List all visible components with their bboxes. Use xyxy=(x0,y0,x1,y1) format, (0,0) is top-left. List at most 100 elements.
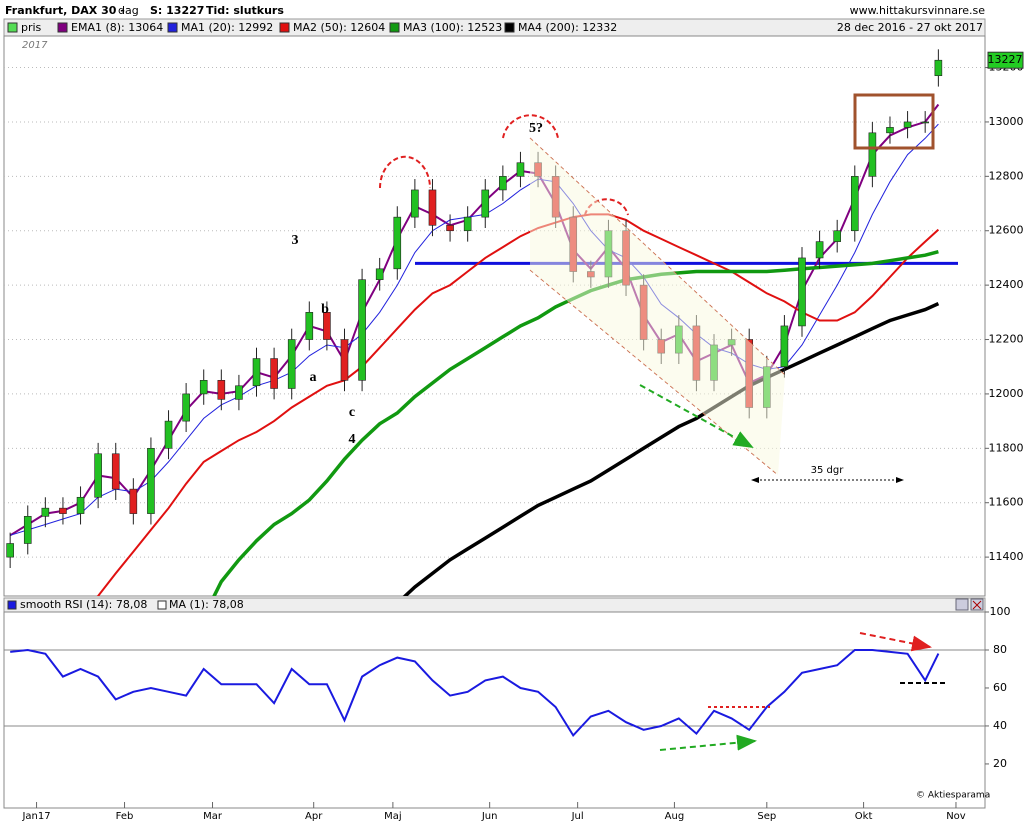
wave-label: 3 xyxy=(292,233,299,248)
candle-body xyxy=(76,496,85,514)
candle-body xyxy=(59,507,67,514)
candle-body xyxy=(129,488,138,514)
candle-body xyxy=(199,380,208,395)
legend-swatch xyxy=(57,22,68,33)
candle-body xyxy=(235,385,243,400)
top-arc xyxy=(584,198,629,216)
legend-swatch xyxy=(157,600,167,610)
site: www.hittakursvinnare.se xyxy=(850,4,986,17)
line xyxy=(10,648,940,738)
candle-body xyxy=(428,189,437,226)
x-tick-label: Jan17 xyxy=(21,811,50,822)
candle-body xyxy=(833,230,841,242)
y-tick-label: 20 xyxy=(993,757,1007,770)
candle-body xyxy=(798,257,806,327)
candle-body xyxy=(182,393,190,422)
candle-body xyxy=(446,224,454,232)
y-tick-label: 12400 xyxy=(989,278,1024,291)
wave-label: c xyxy=(349,405,355,420)
candle-body xyxy=(393,216,402,270)
x-tick-label: Sep xyxy=(757,811,776,822)
candle-body xyxy=(164,420,173,449)
candle-body xyxy=(921,121,929,124)
last-price-label: 13227 xyxy=(988,53,1023,66)
top-arc xyxy=(502,114,559,139)
legend-label: MA2 (50): 12604 xyxy=(293,21,385,34)
wave-label: b xyxy=(321,302,329,317)
x-tick-label: Mar xyxy=(203,811,223,822)
candle-body xyxy=(217,380,226,400)
candle-body xyxy=(147,448,155,514)
wave-label: 4 xyxy=(349,432,356,447)
x-tick-label: Nov xyxy=(946,811,966,822)
x-tick-label: Jun xyxy=(481,811,498,822)
y-tick-label: 11400 xyxy=(989,550,1024,563)
top-arc xyxy=(379,155,431,189)
channel-fill xyxy=(530,138,785,475)
candle-body xyxy=(305,312,314,340)
rsi-panel xyxy=(3,611,986,809)
legend-label: EMA1 (8): 13064 xyxy=(71,21,163,34)
span-label: 35 dgr xyxy=(811,465,845,476)
rsi-plot xyxy=(4,648,985,738)
candle-body xyxy=(270,358,278,389)
candle-body xyxy=(481,189,490,218)
candle-body xyxy=(23,516,32,544)
candle-body xyxy=(340,339,349,381)
candle-body xyxy=(850,176,859,232)
date-range: 28 dec 2016 - 27 okt 2017 xyxy=(837,21,983,34)
candle-body xyxy=(903,121,912,128)
wave-label: 5? xyxy=(529,121,543,136)
legend-label: MA3 (100): 12523 xyxy=(403,21,502,34)
candle-body xyxy=(815,241,824,259)
arrow xyxy=(859,632,932,652)
legend-label: smooth RSI (14): 78,08 xyxy=(20,598,147,611)
candle-body xyxy=(516,162,525,177)
candle-body xyxy=(375,268,384,280)
rsi-legend-band xyxy=(3,597,986,613)
candle-body xyxy=(252,358,261,387)
legend-swatch xyxy=(167,22,178,33)
price-panel xyxy=(3,35,986,597)
candle-body xyxy=(780,325,789,368)
legend-swatch xyxy=(279,22,290,33)
candle-body xyxy=(94,453,102,498)
y-tick-label: 60 xyxy=(993,681,1007,694)
legend-label: MA4 (200): 12332 xyxy=(518,21,617,34)
legend-swatch xyxy=(7,22,18,33)
y-tick-label: 12600 xyxy=(989,224,1024,237)
y-tick-label: 40 xyxy=(993,719,1007,732)
y-tick-label: 11600 xyxy=(989,496,1024,509)
copyright: © Aktiesparama xyxy=(916,791,990,801)
close-x xyxy=(972,600,982,610)
candle-body xyxy=(323,312,331,340)
y-tick-label: 80 xyxy=(993,643,1007,656)
legend-swatch xyxy=(504,22,515,33)
line xyxy=(402,302,940,596)
candle-body xyxy=(499,176,507,191)
legend-label: pris xyxy=(21,21,42,34)
y-tick-label: 12800 xyxy=(989,169,1024,182)
candle-body xyxy=(411,189,419,218)
candle-body xyxy=(6,543,14,558)
year-label: 2017 xyxy=(22,40,48,51)
x-tick-label: Okt xyxy=(855,811,873,822)
legend-swatch xyxy=(7,600,17,610)
legend-label: MA (1): 78,08 xyxy=(169,598,244,611)
panel-icon[interactable] xyxy=(955,598,969,611)
range-box xyxy=(853,93,935,150)
y-tick-label: 13000 xyxy=(989,115,1024,128)
x-tick-label: Jul xyxy=(571,811,584,822)
candle-body xyxy=(358,279,366,381)
wave-label: a xyxy=(310,370,317,385)
y-tick-label: 100 xyxy=(990,605,1011,618)
y-tick-label: 12200 xyxy=(989,333,1024,346)
candle-body xyxy=(111,453,120,490)
last-price-box xyxy=(987,51,1024,69)
mode: Tid: slutkurs xyxy=(206,4,284,17)
legend-label: MA1 (20): 12992 xyxy=(181,21,273,34)
drawings xyxy=(379,93,945,751)
candle-body xyxy=(934,59,943,77)
